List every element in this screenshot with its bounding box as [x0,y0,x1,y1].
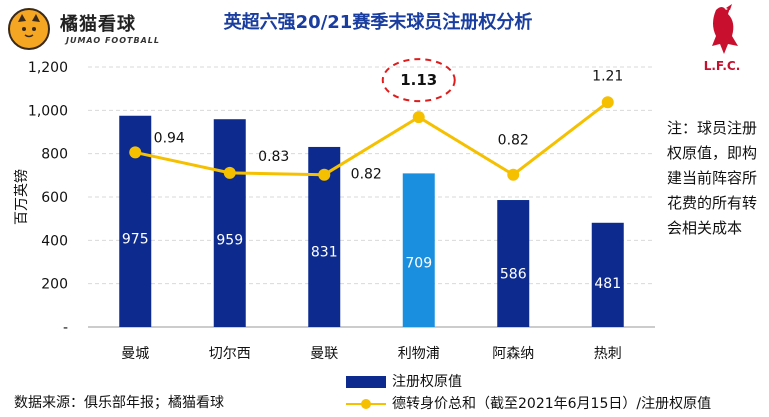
bar-4 [497,200,530,327]
y-tick-label: 800 [41,147,68,163]
ratio-value-label: 0.82 [351,167,382,183]
y-tick-label: 400 [41,233,68,249]
bar-1 [213,119,246,327]
ratio-point-1 [223,166,236,179]
highlight-ring [381,58,456,103]
legend-label-bar: 注册权原值 [392,374,462,390]
brand-logo: 橘猫看球 JUMAO FOOTBALL [6,6,176,52]
chart-title: 英超六强20/21赛季末球员注册权分析 [223,12,533,33]
ratio-point-2 [318,168,331,181]
bar-3 [402,173,435,327]
ratio-point-4 [507,168,520,181]
note-text: 注：球员注册权原值，即构建当前阵容所花费的所有转会相关成本 [667,119,758,237]
liverbird-icon: L.F.C. [704,4,741,73]
brand-subtitle: JUMAO FOOTBALL [66,36,160,45]
y-axis-label: 百万英镑 [13,169,30,225]
bar-value-label: 481 [594,276,621,292]
bar-5 [591,222,624,327]
legend-item-line: 德转身价总和（截至2021年6月15日）/注册权原值 [346,394,711,416]
brand-name: 橘猫看球 [60,14,136,35]
y-tick-label: 1,200 [28,60,68,76]
x-tick-label: 切尔西 [209,346,251,362]
legend: 注册权原值 德转身价总和（截至2021年6月15日）/注册权原值 [346,372,711,416]
ratio-value-label: 1.13 [400,71,437,89]
cat-face-icon [8,8,50,50]
bar-value-label: 831 [311,244,338,260]
ratio-value-label: 0.94 [154,130,185,146]
legend-label-line: 德转身价总和（截至2021年6月15日）/注册权原值 [392,396,712,412]
bar-value-label: 975 [122,231,149,247]
ratio-value-label: 1.21 [592,68,623,84]
legend-swatch-bar [346,376,386,388]
legend-item-bar: 注册权原值 [346,372,711,394]
lfc-badge: L.F.C. [692,2,752,74]
x-tick-label: 曼城 [121,346,149,362]
bar-value-label: 586 [500,267,527,283]
legend-swatch-line [346,398,386,410]
y-tick-label: 600 [41,190,68,206]
ratio-line [134,101,609,177]
bar-value-label: 709 [405,255,432,271]
x-tick-label: 曼联 [310,346,338,362]
lfc-text: L.F.C. [704,59,741,73]
ratio-value-label: 0.83 [258,149,289,165]
y-tick-label: - [63,320,68,336]
ratio-point-0 [129,146,142,159]
x-tick-label: 利物浦 [398,346,440,362]
ratio-point-3 [412,111,425,124]
bar-value-label: 959 [216,233,243,249]
source-text: 数据来源：俱乐部年报；橘猫看球 [14,395,224,411]
x-tick-label: 热刺 [594,346,622,362]
y-tick-label: 1,000 [28,103,68,119]
x-tick-label: 阿森纳 [492,346,534,362]
ratio-value-label: 0.82 [498,133,529,149]
y-tick-label: 200 [41,277,68,293]
ratio-point-5 [601,96,614,109]
